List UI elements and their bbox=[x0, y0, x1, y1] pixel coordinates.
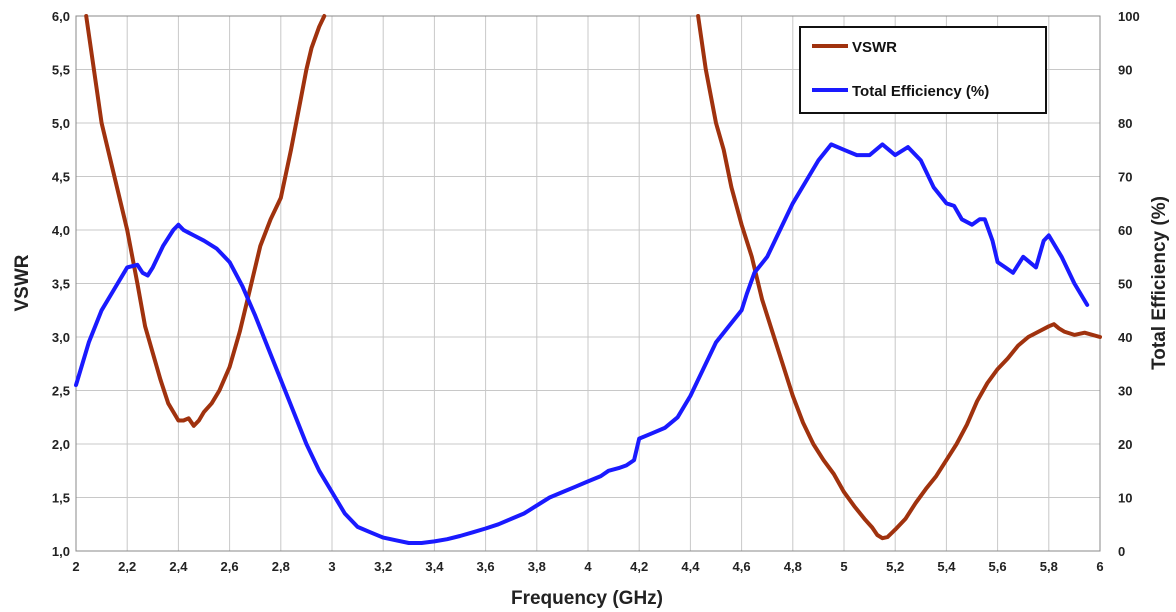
series-lines bbox=[74, 14, 1102, 545]
x-axis-title: Frequency (GHz) bbox=[511, 588, 663, 609]
y2-tick-label: 10 bbox=[1118, 491, 1132, 506]
y2-tick-label: 50 bbox=[1118, 277, 1132, 292]
x-tick-label: 3,2 bbox=[374, 559, 392, 574]
x-tick-label: 3,8 bbox=[528, 559, 546, 574]
y2-tick-label: 30 bbox=[1118, 384, 1132, 399]
x-axis-ticks: 2 2,2 2,4 2,6 2,8 3 3,2 3,4 3,6 3,8 4 4,2 4,4 4,6 4,8 5… bbox=[72, 559, 1103, 574]
x-tick-label: 6 bbox=[1096, 559, 1103, 574]
x-tick-label: 5 bbox=[840, 559, 847, 574]
x-tick-label: 2,4 bbox=[169, 559, 188, 574]
plot-area-frame bbox=[75, 15, 1101, 552]
y-tick-label: 4,0 bbox=[52, 223, 70, 238]
x-tick-label: 4 bbox=[584, 559, 592, 574]
right-y-axis-ticks: 0 10 20 30 40 50 60 70 80 90 100 bbox=[1118, 9, 1140, 559]
x-tick-label: 5,8 bbox=[1040, 559, 1058, 574]
x-tick-label: 4,2 bbox=[630, 559, 648, 574]
y-tick-label: 1,0 bbox=[52, 544, 70, 559]
x-tick-label: 2,8 bbox=[272, 559, 290, 574]
y2-tick-label: 100 bbox=[1118, 9, 1140, 24]
legend-box bbox=[799, 26, 1047, 114]
x-tick-label: 2 bbox=[72, 559, 79, 574]
vswr-line-2 bbox=[696, 14, 1102, 541]
y-tick-label: 2,0 bbox=[52, 437, 70, 452]
y2-axis-title: Total Efficiency (%) bbox=[1149, 196, 1170, 370]
x-tick-label: 4,6 bbox=[733, 559, 751, 574]
left-y-axis-ticks: 1,0 1,5 2,0 2,5 3,0 3,5 4,0 4,5 5,0 5,5 6,0 bbox=[52, 9, 70, 559]
y-tick-label: 3,5 bbox=[52, 277, 70, 292]
efficiency-line bbox=[74, 142, 1090, 545]
x-tick-label: 5,2 bbox=[886, 559, 904, 574]
y-tick-label: 5,0 bbox=[52, 116, 70, 131]
y-tick-label: 1,5 bbox=[52, 491, 70, 506]
x-tick-label: 5,4 bbox=[937, 559, 956, 574]
x-tick-label: 3,4 bbox=[425, 559, 444, 574]
y-tick-label: 6,0 bbox=[52, 9, 70, 24]
x-tick-label: 3 bbox=[328, 559, 335, 574]
y2-tick-label: 0 bbox=[1118, 544, 1125, 559]
x-tick-label: 3,6 bbox=[477, 559, 495, 574]
y-tick-label: 2,5 bbox=[52, 384, 70, 399]
y2-tick-label: 70 bbox=[1118, 170, 1132, 185]
x-tick-label: 5,6 bbox=[989, 559, 1007, 574]
y2-tick-label: 40 bbox=[1118, 330, 1132, 345]
y-tick-label: 4,5 bbox=[52, 170, 70, 185]
y-tick-label: 5,5 bbox=[52, 63, 70, 78]
x-tick-label: 2,6 bbox=[221, 559, 239, 574]
legend-label-vswr: VSWR bbox=[852, 39, 897, 56]
y2-tick-label: 80 bbox=[1118, 116, 1132, 131]
y-tick-label: 3,0 bbox=[52, 330, 70, 345]
vswr-line-1 bbox=[84, 14, 327, 428]
x-tick-label: 4,8 bbox=[784, 559, 802, 574]
x-tick-label: 2,2 bbox=[118, 559, 136, 574]
legend: VSWR Total Efficiency (%) bbox=[799, 26, 1047, 114]
x-tick-label: 4,4 bbox=[681, 559, 700, 574]
y2-tick-label: 90 bbox=[1118, 63, 1132, 78]
legend-label-efficiency: Total Efficiency (%) bbox=[852, 83, 989, 100]
y-axis-title: VSWR bbox=[12, 254, 33, 311]
y2-tick-label: 60 bbox=[1118, 223, 1132, 238]
y2-tick-label: 20 bbox=[1118, 437, 1132, 452]
